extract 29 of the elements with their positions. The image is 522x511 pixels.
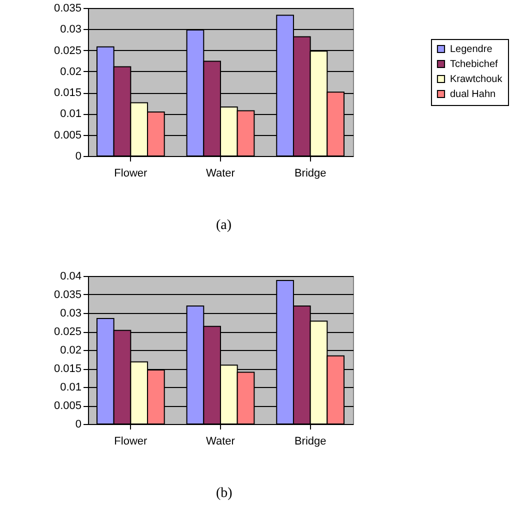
y-tick-label: 0.02 bbox=[60, 66, 82, 78]
y-tick-label: 0.015 bbox=[54, 363, 82, 375]
text: (a) bbox=[216, 218, 232, 233]
y-tick-label: 0 bbox=[75, 418, 82, 430]
y-tick-label: 0.03 bbox=[60, 24, 82, 36]
text: (b) bbox=[216, 486, 233, 501]
legend-label: Krawtchouk bbox=[450, 74, 504, 85]
x-tick-label: Bridge bbox=[294, 436, 326, 448]
x-tick-label: Bridge bbox=[294, 168, 326, 180]
legend-label: Legendre bbox=[450, 44, 493, 55]
y-tick-label: 0.04 bbox=[60, 270, 82, 282]
y-tick-label: 0.03 bbox=[60, 308, 82, 320]
y-tick-label: 0.01 bbox=[60, 382, 82, 394]
y-tick-label: 0.02 bbox=[60, 344, 82, 356]
y-tick-label: 0.005 bbox=[54, 129, 82, 142]
y-tick-label: 0.025 bbox=[54, 326, 82, 338]
y-tick-label: 0.015 bbox=[54, 87, 82, 100]
x-tick-label: Flower bbox=[114, 168, 148, 180]
y-tick-label: 0.025 bbox=[54, 44, 82, 57]
y-tick-label: 0.01 bbox=[60, 108, 82, 120]
x-tick-label: Water bbox=[206, 436, 236, 448]
x-tick-label: Flower bbox=[114, 436, 148, 448]
x-tick-label: Water bbox=[206, 168, 236, 180]
y-tick-label: 0.005 bbox=[54, 400, 82, 412]
legend-label: Tchebichef bbox=[450, 59, 498, 70]
y-tick-label: 0.035 bbox=[54, 289, 82, 301]
legend-label: dual Hahn bbox=[450, 89, 496, 100]
y-tick-label: 0 bbox=[75, 150, 82, 162]
y-tick-label: 0.035 bbox=[54, 2, 82, 14]
